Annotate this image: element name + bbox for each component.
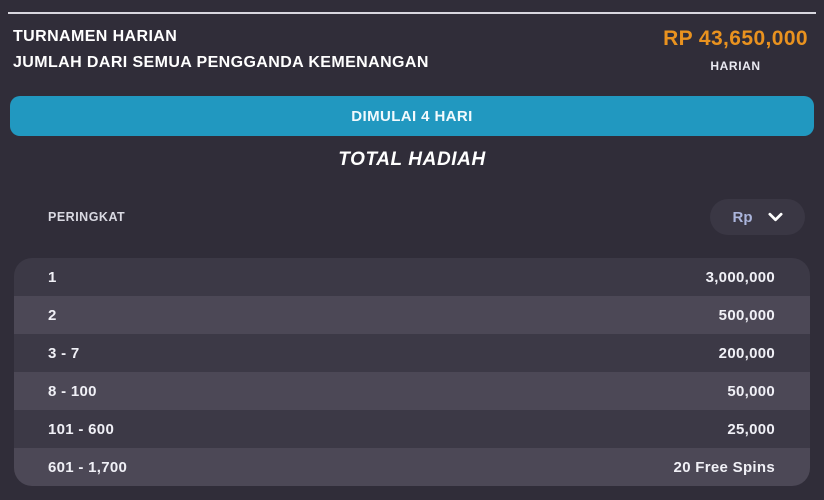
- prize-table-row: 101 - 600 25,000: [14, 410, 810, 448]
- prize-table-row: 8 - 100 50,000: [14, 372, 810, 410]
- prize-table-row: 2 500,000: [14, 296, 810, 334]
- rank-cell: 601 - 1,700: [48, 458, 128, 476]
- prize-cell: 25,000: [727, 420, 775, 438]
- prize-cell: 20 Free Spins: [673, 458, 775, 476]
- prize-table: 1 3,000,000 2 500,000 3 - 7 200,000 8 - …: [14, 258, 810, 486]
- rank-cell: 8 - 100: [48, 382, 97, 400]
- prize-pool-period: HARIAN: [710, 59, 761, 73]
- rank-cell: 101 - 600: [48, 420, 115, 438]
- total-prize-heading: TOTAL HADIAH: [338, 149, 486, 170]
- prize-cell: 500,000: [718, 306, 775, 324]
- rank-column-header: PERINGKAT: [48, 210, 126, 224]
- prize-cell: 200,000: [718, 344, 775, 362]
- top-divider: [8, 12, 816, 14]
- prize-list-header: PERINGKAT Rp: [48, 198, 805, 236]
- rank-cell: 3 - 7: [48, 344, 80, 362]
- tournament-header: TURNAMEN HARIAN JUMLAH DARI SEMUA PENGGA…: [13, 24, 808, 76]
- starts-in-label: DIMULAI 4 HARI: [351, 107, 473, 125]
- prize-table-row: 1 3,000,000: [14, 258, 810, 296]
- prize-pool-block: RP 43,650,000 HARIAN: [663, 24, 808, 73]
- tournament-title: TURNAMEN HARIAN: [13, 28, 178, 45]
- tournament-header-titles: TURNAMEN HARIAN JUMLAH DARI SEMUA PENGGA…: [13, 24, 429, 76]
- tournament-subtitle: JUMLAH DARI SEMUA PENGGANDA KEMENANGAN: [13, 54, 429, 71]
- chevron-down-icon: [767, 212, 783, 222]
- rank-cell: 2: [48, 306, 57, 324]
- starts-in-banner: DIMULAI 4 HARI: [10, 96, 814, 136]
- prize-cell: 3,000,000: [705, 268, 775, 286]
- currency-dropdown[interactable]: Rp: [710, 199, 805, 235]
- prize-pool-amount: RP 43,650,000: [663, 27, 808, 50]
- rank-cell: 1: [48, 268, 57, 286]
- prize-table-row: 3 - 7 200,000: [14, 334, 810, 372]
- currency-selected-label: Rp: [732, 208, 753, 226]
- prize-cell: 50,000: [727, 382, 775, 400]
- prize-table-row: 601 - 1,700 20 Free Spins: [14, 448, 810, 486]
